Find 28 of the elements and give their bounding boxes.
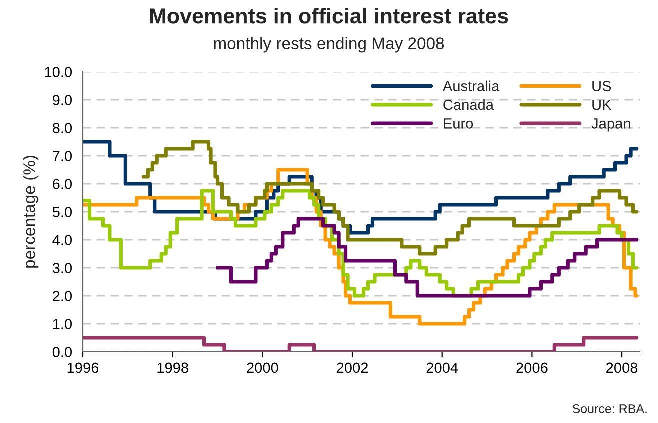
y-tick-label: 1.0 [53, 319, 72, 330]
y-tick-label: 7.0 [53, 151, 72, 162]
x-tick-label: 2006 [516, 362, 548, 374]
legend-label: Australia [442, 80, 500, 92]
legend-label: US [592, 81, 612, 92]
source-note: Source: RBA. [572, 404, 647, 414]
y-tick-label: 3.0 [52, 263, 72, 274]
y-tick-label: 4.0 [52, 235, 72, 246]
y-tick-label: 5.0 [52, 207, 72, 218]
x-tick-label: 2008 [606, 362, 638, 374]
legend-label: Euro [444, 118, 474, 129]
legend-label: UK [592, 100, 612, 110]
legend-label: Canada [444, 99, 494, 110]
x-tick-label: 2000 [247, 362, 278, 374]
y-tick-label: 10.0 [45, 67, 72, 78]
chart-subtitle: monthly rests ending May 2008 [214, 37, 444, 53]
y-tick-label: 2.0 [53, 291, 72, 302]
x-tick-label: 1998 [158, 362, 188, 374]
chart-title: Movements in official interest rates [150, 8, 508, 24]
x-tick-label: 1996 [68, 362, 99, 374]
x-tick-label: 2004 [426, 362, 458, 374]
y-tick-label: 9.0 [52, 95, 72, 106]
legend-label: Japan [592, 118, 630, 132]
x-tick-label: 2002 [337, 362, 368, 374]
y-tick-label: 0.0 [52, 347, 72, 358]
y-tick-label: 6.0 [53, 179, 72, 190]
y-tick-label: 8.0 [52, 123, 72, 134]
y-axis-title: percentage (%) [23, 156, 39, 268]
